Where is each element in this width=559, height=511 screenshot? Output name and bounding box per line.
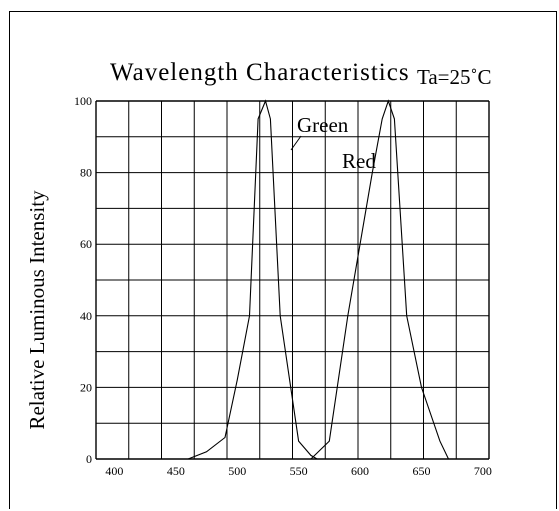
grid bbox=[95, 100, 490, 460]
series-line-green bbox=[187, 99, 318, 460]
y-tick-label: 0 bbox=[86, 452, 92, 466]
x-tick-label: 600 bbox=[351, 464, 369, 478]
series-line-red bbox=[310, 99, 449, 460]
x-tick-label: 700 bbox=[474, 464, 492, 478]
chart-frame bbox=[9, 11, 557, 509]
series-labels: Green Red bbox=[290, 113, 376, 173]
y-tick-label: 60 bbox=[80, 237, 92, 251]
y-axis-label: Relative Luminous Intensity bbox=[25, 190, 49, 430]
series-label-green: Green bbox=[297, 113, 349, 137]
y-tick-label: 100 bbox=[74, 94, 92, 108]
x-tick-label: 450 bbox=[167, 464, 185, 478]
tick-labels: 400 450 500 550 600 650 700 0 20 40 60 80 100 bbox=[74, 94, 492, 478]
x-tick-label: 650 bbox=[412, 464, 430, 478]
series-lines bbox=[187, 99, 449, 460]
y-tick-label: 80 bbox=[80, 166, 92, 180]
series-label-green-leader bbox=[290, 135, 302, 151]
y-tick-label: 40 bbox=[80, 309, 92, 323]
ambient-temperature-label: Ta=25˚C bbox=[417, 65, 492, 89]
x-tick-label: 400 bbox=[105, 464, 123, 478]
series-label-red: Red bbox=[342, 149, 376, 173]
chart-title: Wavelength Characteristics bbox=[110, 59, 410, 86]
x-tick-label: 500 bbox=[228, 464, 246, 478]
y-tick-label: 20 bbox=[80, 380, 92, 394]
x-tick-label: 550 bbox=[290, 464, 308, 478]
